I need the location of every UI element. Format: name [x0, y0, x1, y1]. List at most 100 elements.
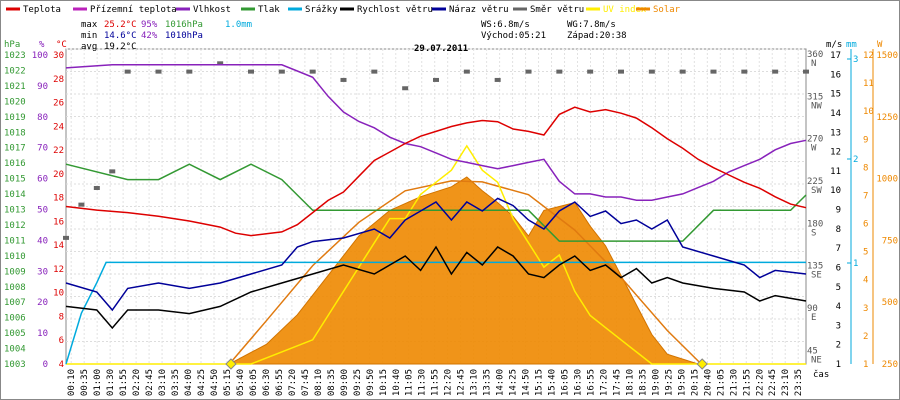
axis-dir-name: NE: [811, 355, 822, 365]
legend-bg: [1, 1, 899, 15]
axis-hpa-tick: 1017: [4, 144, 26, 154]
axis-w-tick: 500: [882, 298, 898, 308]
x-tick-label: 08:35: [327, 369, 337, 396]
axis-w-tick: 1250: [876, 113, 898, 123]
humidity-line: [65, 64, 807, 201]
axis-hpa-tick: 1012: [4, 221, 26, 231]
x-tick-label: 01:00: [93, 369, 103, 396]
axis-degc-tick: 8: [59, 312, 64, 322]
axis-ms-tick: 5: [836, 283, 841, 293]
axis-hpa-tick: 1013: [4, 206, 26, 216]
x-tick-label: 06:55: [275, 369, 285, 396]
axis-dir-deg: 45: [807, 346, 818, 356]
axis-pct-tick: 70: [37, 144, 48, 154]
x-tick-label: 05:15: [223, 369, 233, 396]
axis-ms-tick: 12: [830, 148, 841, 158]
stat-avg-label: avg: [81, 42, 97, 52]
x-axis-label: čas: [813, 369, 829, 380]
wind-dir-mark: [155, 69, 162, 74]
x-tick-label: 00:35: [80, 369, 90, 396]
axis-w-tick: 750: [882, 236, 898, 246]
wind-dir-mark: [463, 69, 470, 74]
wind-dir-mark: [556, 69, 563, 74]
axis-uv-tick: 8: [863, 163, 868, 173]
wind-dir-mark: [618, 69, 624, 74]
axis-degc-tick: 26: [53, 99, 64, 109]
x-tick-label: 14:25: [509, 369, 519, 396]
x-tick-label: 02:20: [132, 369, 142, 396]
x-tick-label: 23:10: [781, 369, 791, 396]
legend-label: Tlak: [258, 5, 280, 15]
axis-hpa-tick: 1010: [4, 252, 26, 262]
wind-dir-mark: [248, 69, 254, 74]
legend-label: UV index: [603, 5, 647, 15]
axis-pct-tick: 90: [37, 82, 48, 92]
axis-pct-unit: %: [39, 40, 45, 50]
axis-ms-tick: 3: [836, 321, 841, 331]
uv-index-line: [66, 144, 806, 365]
wind-speed-line: [65, 245, 807, 330]
x-tick-label: 21:30: [729, 369, 739, 396]
wind-dir-mark: [186, 69, 193, 74]
stat-avg-temp: 19.2°C: [104, 42, 137, 52]
axis-degc-tick: 30: [53, 51, 64, 61]
axis-hpa-tick: 1022: [4, 66, 26, 76]
wind-dir-mark: [741, 69, 748, 74]
axis-mm-tick: 1: [853, 259, 858, 269]
x-tick-label: 02:45: [145, 369, 155, 396]
x-tick-label: 23:35: [794, 369, 804, 396]
axis-degc-tick: 10: [53, 289, 64, 299]
axis-pct-tick: 20: [37, 298, 48, 308]
wind-dir-mark: [340, 77, 347, 82]
axis-ms-tick: 17: [830, 51, 841, 61]
axis-hpa-tick: 1006: [4, 314, 26, 324]
x-tick-label: 09:25: [353, 369, 363, 396]
axis-dir-name: S: [811, 228, 816, 238]
axis-w-tick: 1500: [876, 51, 898, 61]
axis-uv-tick: 4: [863, 276, 868, 286]
axis-degc-tick: 22: [53, 146, 64, 156]
axis-ms-tick: 9: [836, 206, 841, 216]
stat-max-press: 1016hPa: [165, 20, 203, 30]
axis-hpa-tick: 1007: [4, 298, 26, 308]
axis-ms-tick: 2: [836, 341, 841, 351]
x-tick-label: 04:00: [184, 369, 194, 396]
axis-hpa-tick: 1004: [4, 345, 26, 355]
stat-max-temp: 25.2°C: [104, 20, 137, 30]
axis-uv-tick: 5: [863, 248, 868, 258]
x-tick-label: 21:55: [742, 369, 752, 396]
temperature-line: [65, 106, 807, 237]
axis-hpa-tick: 1021: [4, 82, 26, 92]
x-tick-label: 22:45: [768, 369, 778, 396]
axis-hpa-tick: 1015: [4, 175, 26, 185]
axis-dir-deg: 360: [807, 50, 823, 60]
stat-min-hum: 42%: [141, 31, 158, 41]
x-tick-label: 04:25: [197, 369, 207, 396]
axis-ms-tick: 6: [836, 263, 841, 273]
axis-w-tick: 1000: [876, 175, 898, 185]
x-tick-label: 07:20: [288, 369, 298, 396]
wind-dir-mark: [124, 69, 131, 74]
axis-hpa-tick: 1003: [4, 360, 26, 370]
x-tick-label: 22:20: [755, 369, 765, 396]
axis-dir-deg: 180: [807, 219, 823, 229]
x-tick-label: 19:00: [651, 369, 661, 396]
wind-dir-mark: [587, 69, 594, 74]
x-tick-label: 11:05: [405, 369, 415, 396]
axis-uv-tick: 3: [863, 304, 868, 314]
wind-dir-mark: [93, 186, 100, 190]
axis-pct-tick: 50: [37, 206, 48, 216]
x-tick-label: 14:50: [522, 369, 532, 396]
axis-ms-tick: 8: [836, 225, 841, 235]
x-tick-label: 13:35: [483, 369, 493, 396]
axis-mm-tick: 3: [853, 55, 858, 65]
axis-degc-tick: 12: [53, 265, 64, 275]
axis-dir-deg: 135: [807, 262, 823, 272]
legend-label: Teplota: [23, 5, 61, 15]
axis-degc-tick: 18: [53, 194, 64, 204]
wind-dir-mark: [772, 69, 779, 74]
x-tick-label: 17:45: [612, 369, 622, 396]
axis-ms-tick: 4: [836, 302, 841, 312]
axis-pct-tick: 100: [32, 51, 48, 61]
